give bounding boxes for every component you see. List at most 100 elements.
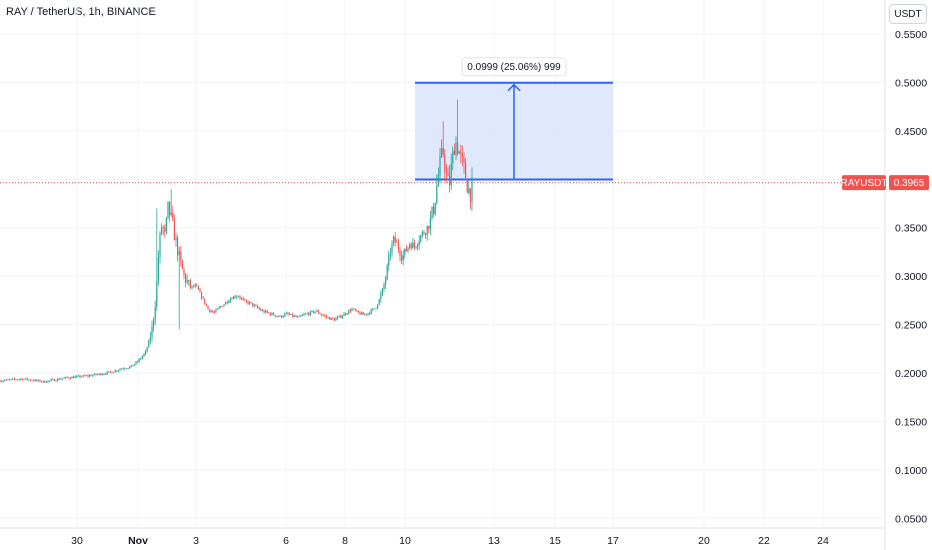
candle-body [191, 286, 193, 288]
candle-body [36, 379, 38, 381]
candle-body [343, 313, 345, 316]
time-tick-label: 10 [399, 535, 411, 547]
candle-body [23, 379, 25, 380]
candle-body [441, 147, 443, 157]
candle-body [10, 379, 12, 380]
candle-body [265, 310, 267, 313]
candle-body [469, 188, 471, 202]
candle-body [41, 381, 43, 383]
candle-body [33, 380, 35, 382]
candle-body [50, 379, 52, 381]
candle-body [231, 299, 233, 300]
candle-body [20, 378, 22, 380]
candle-body [185, 274, 187, 283]
price-tick-label: 0.2000 [895, 368, 927, 380]
candle-body [468, 188, 470, 193]
price-tick-label: 0.0500 [895, 513, 927, 525]
candle-body [381, 288, 383, 295]
candle-body [213, 312, 215, 313]
time-axis: 30 Nov 3 6 8 10 13 15 17 20 22 24 [71, 535, 829, 547]
candle-body [413, 242, 415, 247]
time-tick-label: 20 [698, 535, 710, 547]
price-tick-label: 0.2500 [895, 320, 927, 332]
candle-body [173, 219, 175, 241]
time-tick-label: 15 [549, 535, 561, 547]
candle-body [431, 206, 433, 219]
candle-body [138, 359, 140, 362]
currency-button[interactable]: USDT [889, 4, 927, 24]
candle-body [377, 304, 379, 309]
candle-body [127, 368, 129, 370]
candle-body [132, 365, 134, 366]
candle-body [434, 202, 436, 215]
candle-body [241, 298, 243, 300]
time-tick-label: 24 [817, 535, 829, 547]
candle-body [55, 380, 57, 382]
candle-body [210, 311, 212, 313]
candle-body [204, 298, 206, 304]
candle-body [359, 312, 361, 315]
candle-body [317, 310, 319, 314]
candle-body [308, 313, 310, 315]
candle-body [114, 370, 116, 373]
candle-body [13, 378, 15, 380]
candle-body [207, 305, 209, 310]
candle-body [389, 253, 391, 255]
candle-body [361, 312, 363, 315]
candle-body [1, 381, 3, 383]
candle-body [289, 314, 291, 315]
candle-body [391, 243, 393, 254]
candle-body [181, 260, 183, 269]
symbol-tag: RAYUSDT [840, 178, 887, 189]
candle-body [201, 292, 203, 299]
candle-body [154, 306, 156, 320]
candle-body [85, 375, 87, 377]
candle-body [396, 242, 398, 243]
candle-body [423, 231, 425, 234]
candle-body [287, 312, 289, 315]
candle-body [196, 284, 198, 286]
candle-body [444, 154, 446, 172]
candle-body [450, 163, 452, 185]
price-tag-value: 0.3965 [894, 178, 925, 189]
candle-body [52, 379, 54, 381]
candle-body [245, 300, 247, 302]
candle-body [236, 296, 238, 298]
candle-body [73, 376, 75, 379]
candle-body [338, 315, 340, 317]
symbol-title: RAY / TetherUS, 1h, BINANCE [6, 6, 156, 18]
candle-body [169, 201, 171, 216]
candle-body [394, 236, 396, 243]
time-tick-label: 6 [283, 535, 289, 547]
candle-body [63, 377, 65, 379]
candle-body [421, 231, 423, 236]
candle-body [258, 307, 260, 310]
price-tick-label: 0.3000 [895, 271, 927, 283]
candle-body [122, 368, 124, 370]
candle-body [129, 366, 131, 369]
measure-tool: 0.0999 (25.06%) 999 [415, 57, 613, 181]
candle-body [458, 151, 460, 154]
candle-body [457, 142, 459, 154]
candle-body [385, 278, 387, 285]
candle-body [356, 310, 358, 312]
candle-body [111, 372, 113, 374]
candle-body [116, 370, 118, 372]
candle-body [449, 176, 451, 185]
candle-body [119, 369, 121, 371]
candle-body [261, 310, 263, 312]
candle-body [199, 289, 201, 293]
candle-body [420, 235, 422, 241]
candle-body [393, 236, 395, 244]
candle-body [209, 309, 211, 312]
candle-body [140, 358, 142, 360]
candle-body [93, 373, 95, 376]
candle-body [330, 317, 332, 320]
candle-body [452, 150, 454, 164]
candle-body [205, 303, 207, 306]
chart-grid [0, 0, 885, 528]
candle-body [65, 376, 67, 378]
candle-body [365, 314, 367, 316]
candle-body [84, 375, 86, 377]
